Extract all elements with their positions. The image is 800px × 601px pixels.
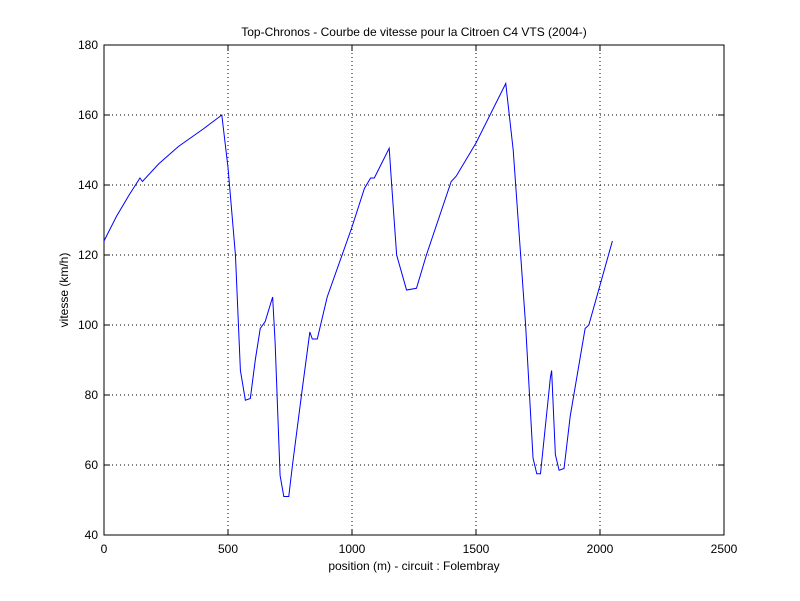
y-tick-label: 40 bbox=[85, 528, 99, 542]
y-tick-label: 160 bbox=[78, 108, 98, 122]
y-tick-label: 120 bbox=[78, 248, 98, 262]
speed-line bbox=[103, 81, 613, 497]
chart-title: Top-Chronos - Courbe de vitesse pour la … bbox=[241, 25, 587, 39]
x-tick-label: 0 bbox=[101, 542, 108, 556]
x-axis-label: position (m) - circuit : Folembray bbox=[328, 559, 499, 573]
y-tick-label: 140 bbox=[78, 178, 98, 192]
y-tick-label: 60 bbox=[85, 458, 99, 472]
x-tick-label: 1000 bbox=[339, 542, 366, 556]
y-tick-label: 100 bbox=[78, 318, 98, 332]
plot-frame bbox=[103, 44, 725, 536]
y-axis-label: vitesse (km/h) bbox=[57, 253, 71, 328]
x-tick-label: 1500 bbox=[463, 542, 490, 556]
x-tick-label: 500 bbox=[218, 542, 238, 556]
y-tick-label: 180 bbox=[78, 38, 98, 52]
x-tick-label: 2500 bbox=[711, 542, 738, 556]
x-tick-label: 2000 bbox=[587, 542, 614, 556]
y-tick-label: 80 bbox=[85, 388, 99, 402]
